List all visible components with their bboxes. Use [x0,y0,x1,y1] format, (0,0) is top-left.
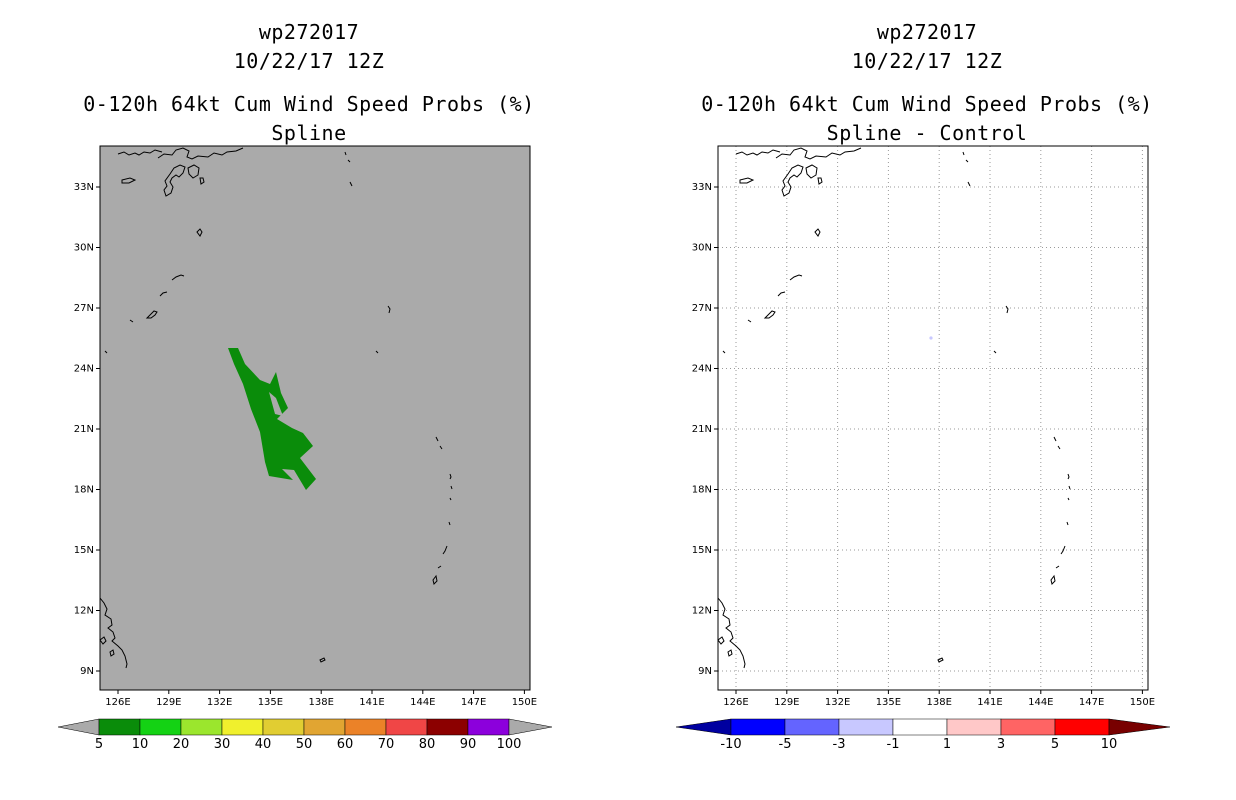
colorbar-label: 3 [997,737,1005,752]
colorbar-swatch [139,718,182,736]
colorbar-label: 10 [1101,737,1118,752]
lat-tick-label: 33N [74,182,94,193]
lon-tick-label: 135E [876,697,901,708]
lon-tick-label: 141E [359,697,384,708]
colorbar-swatch [262,718,305,736]
map-background [718,146,1148,690]
lat-tick-label: 24N [692,364,712,375]
lon-tick-label: 147E [461,697,486,708]
colorbar-end-high [508,718,553,736]
coastlines [717,147,1071,669]
lat-tick-label: 33N [692,182,712,193]
colorbar: 5 10 20 30 40 50 60 70 80 90 100 [57,718,553,752]
difference-panel: wp272017 10/22/17 12Z 0-120h 64kt Cum Wi… [618,0,1236,800]
colorbar-swatch [344,718,387,736]
lon-tick-label: 129E [774,697,799,708]
map-frame [99,145,531,691]
lat-tick-label: 30N [74,243,94,254]
colorbar-swatch [180,718,223,736]
colorbar-label: 60 [337,737,354,752]
colorbar-swatch [467,718,510,736]
colorbar-label: -1 [887,737,900,752]
colorbar-end-high [1108,718,1171,736]
lat-tick-label: 27N [692,303,712,314]
lon-tick-label: 147E [1079,697,1104,708]
lat-tick-label: 9N [698,666,712,677]
product-title: 0-120h 64kt Cum Wind Speed Probs (%) [701,92,1153,116]
lat-tick-label: 30N [692,243,712,254]
colorbar-label: 5 [1051,737,1059,752]
lon-tick-label: 132E [207,697,232,708]
lat-tick-label: 9N [80,666,94,677]
storm-id-title: wp272017 [876,20,978,44]
colorbar-swatch [426,718,469,736]
colorbar-end-low [675,718,732,736]
panel-subtitle: Spline [271,121,347,145]
lat-tick-label: 27N [74,303,94,314]
lon-tick-label: 135E [258,697,283,708]
lat-tick-label: 18N [692,485,712,496]
colorbar-swatch [946,718,1002,736]
colorbar-swatch [1000,718,1056,736]
lon-tick-label: 138E [926,697,951,708]
map-background [100,146,530,690]
colorbar: -10 -5 -3 -1 1 3 5 10 [675,718,1171,752]
colorbar-label: 1 [943,737,951,752]
colorbar-label: 10 [132,737,149,752]
map-frame [717,145,1149,691]
colorbar-label: 80 [419,737,436,752]
colorbar-label: 40 [255,737,272,752]
colorbar-label: 20 [173,737,190,752]
lat-tick-label: 15N [692,545,712,556]
colorbar-swatch [303,718,346,736]
colorbar-label: -10 [720,737,741,752]
colorbar-label: -5 [779,737,792,752]
lon-tick-label: 144E [410,697,435,708]
panel-subtitle: Spline - Control [826,121,1028,145]
colorbar-swatch [221,718,264,736]
lat-tick-label: 15N [74,545,94,556]
colorbar-label: 50 [296,737,313,752]
colorbar-swatch [1054,718,1110,736]
colorbar-label: 70 [378,737,395,752]
lat-tick-label: 21N [74,424,94,435]
lon-tick-label: 138E [308,697,333,708]
lon-tick-label: 150E [512,697,537,708]
probability-region [228,348,316,490]
lon-tick-label: 132E [825,697,850,708]
colorbar-swatch [838,718,894,736]
coastlines [99,147,453,669]
colorbar-label: 90 [460,737,477,752]
colorbar-label: 5 [95,737,103,752]
lat-tick-label: 12N [692,606,712,617]
lat-tick-label: 21N [692,424,712,435]
lat-tick-label: 24N [74,364,94,375]
colorbar-swatch [730,718,786,736]
colorbar-swatch [892,718,948,736]
lon-tick-label: 126E [105,697,130,708]
colorbar-swatch [98,718,141,736]
colorbar-swatch [385,718,428,736]
colorbar-label: -3 [833,737,846,752]
colorbar-swatch [784,718,840,736]
colorbar-end-low [57,718,100,736]
lon-tick-label: 144E [1028,697,1053,708]
gridlines [718,146,1148,690]
lat-tick-label: 18N [74,485,94,496]
colorbar-label: 100 [497,737,522,752]
difference-dot [929,336,933,340]
datetime-title: 10/22/17 12Z [851,49,1003,73]
lon-tick-label: 141E [977,697,1002,708]
product-title: 0-120h 64kt Cum Wind Speed Probs (%) [83,92,535,116]
lon-tick-label: 129E [156,697,181,708]
lon-tick-label: 150E [1130,697,1155,708]
colorbar-label: 30 [214,737,231,752]
datetime-title: 10/22/17 12Z [233,49,385,73]
lat-tick-label: 12N [74,606,94,617]
storm-id-title: wp272017 [258,20,360,44]
lon-tick-label: 126E [723,697,748,708]
spline-panel: wp272017 10/22/17 12Z 0-120h 64kt Cum Wi… [57,20,553,752]
probability-map: 33N 30N 27N 24N 21N 18N 15N 12N 9N 126E 129E 132E 13… [57,145,553,752]
